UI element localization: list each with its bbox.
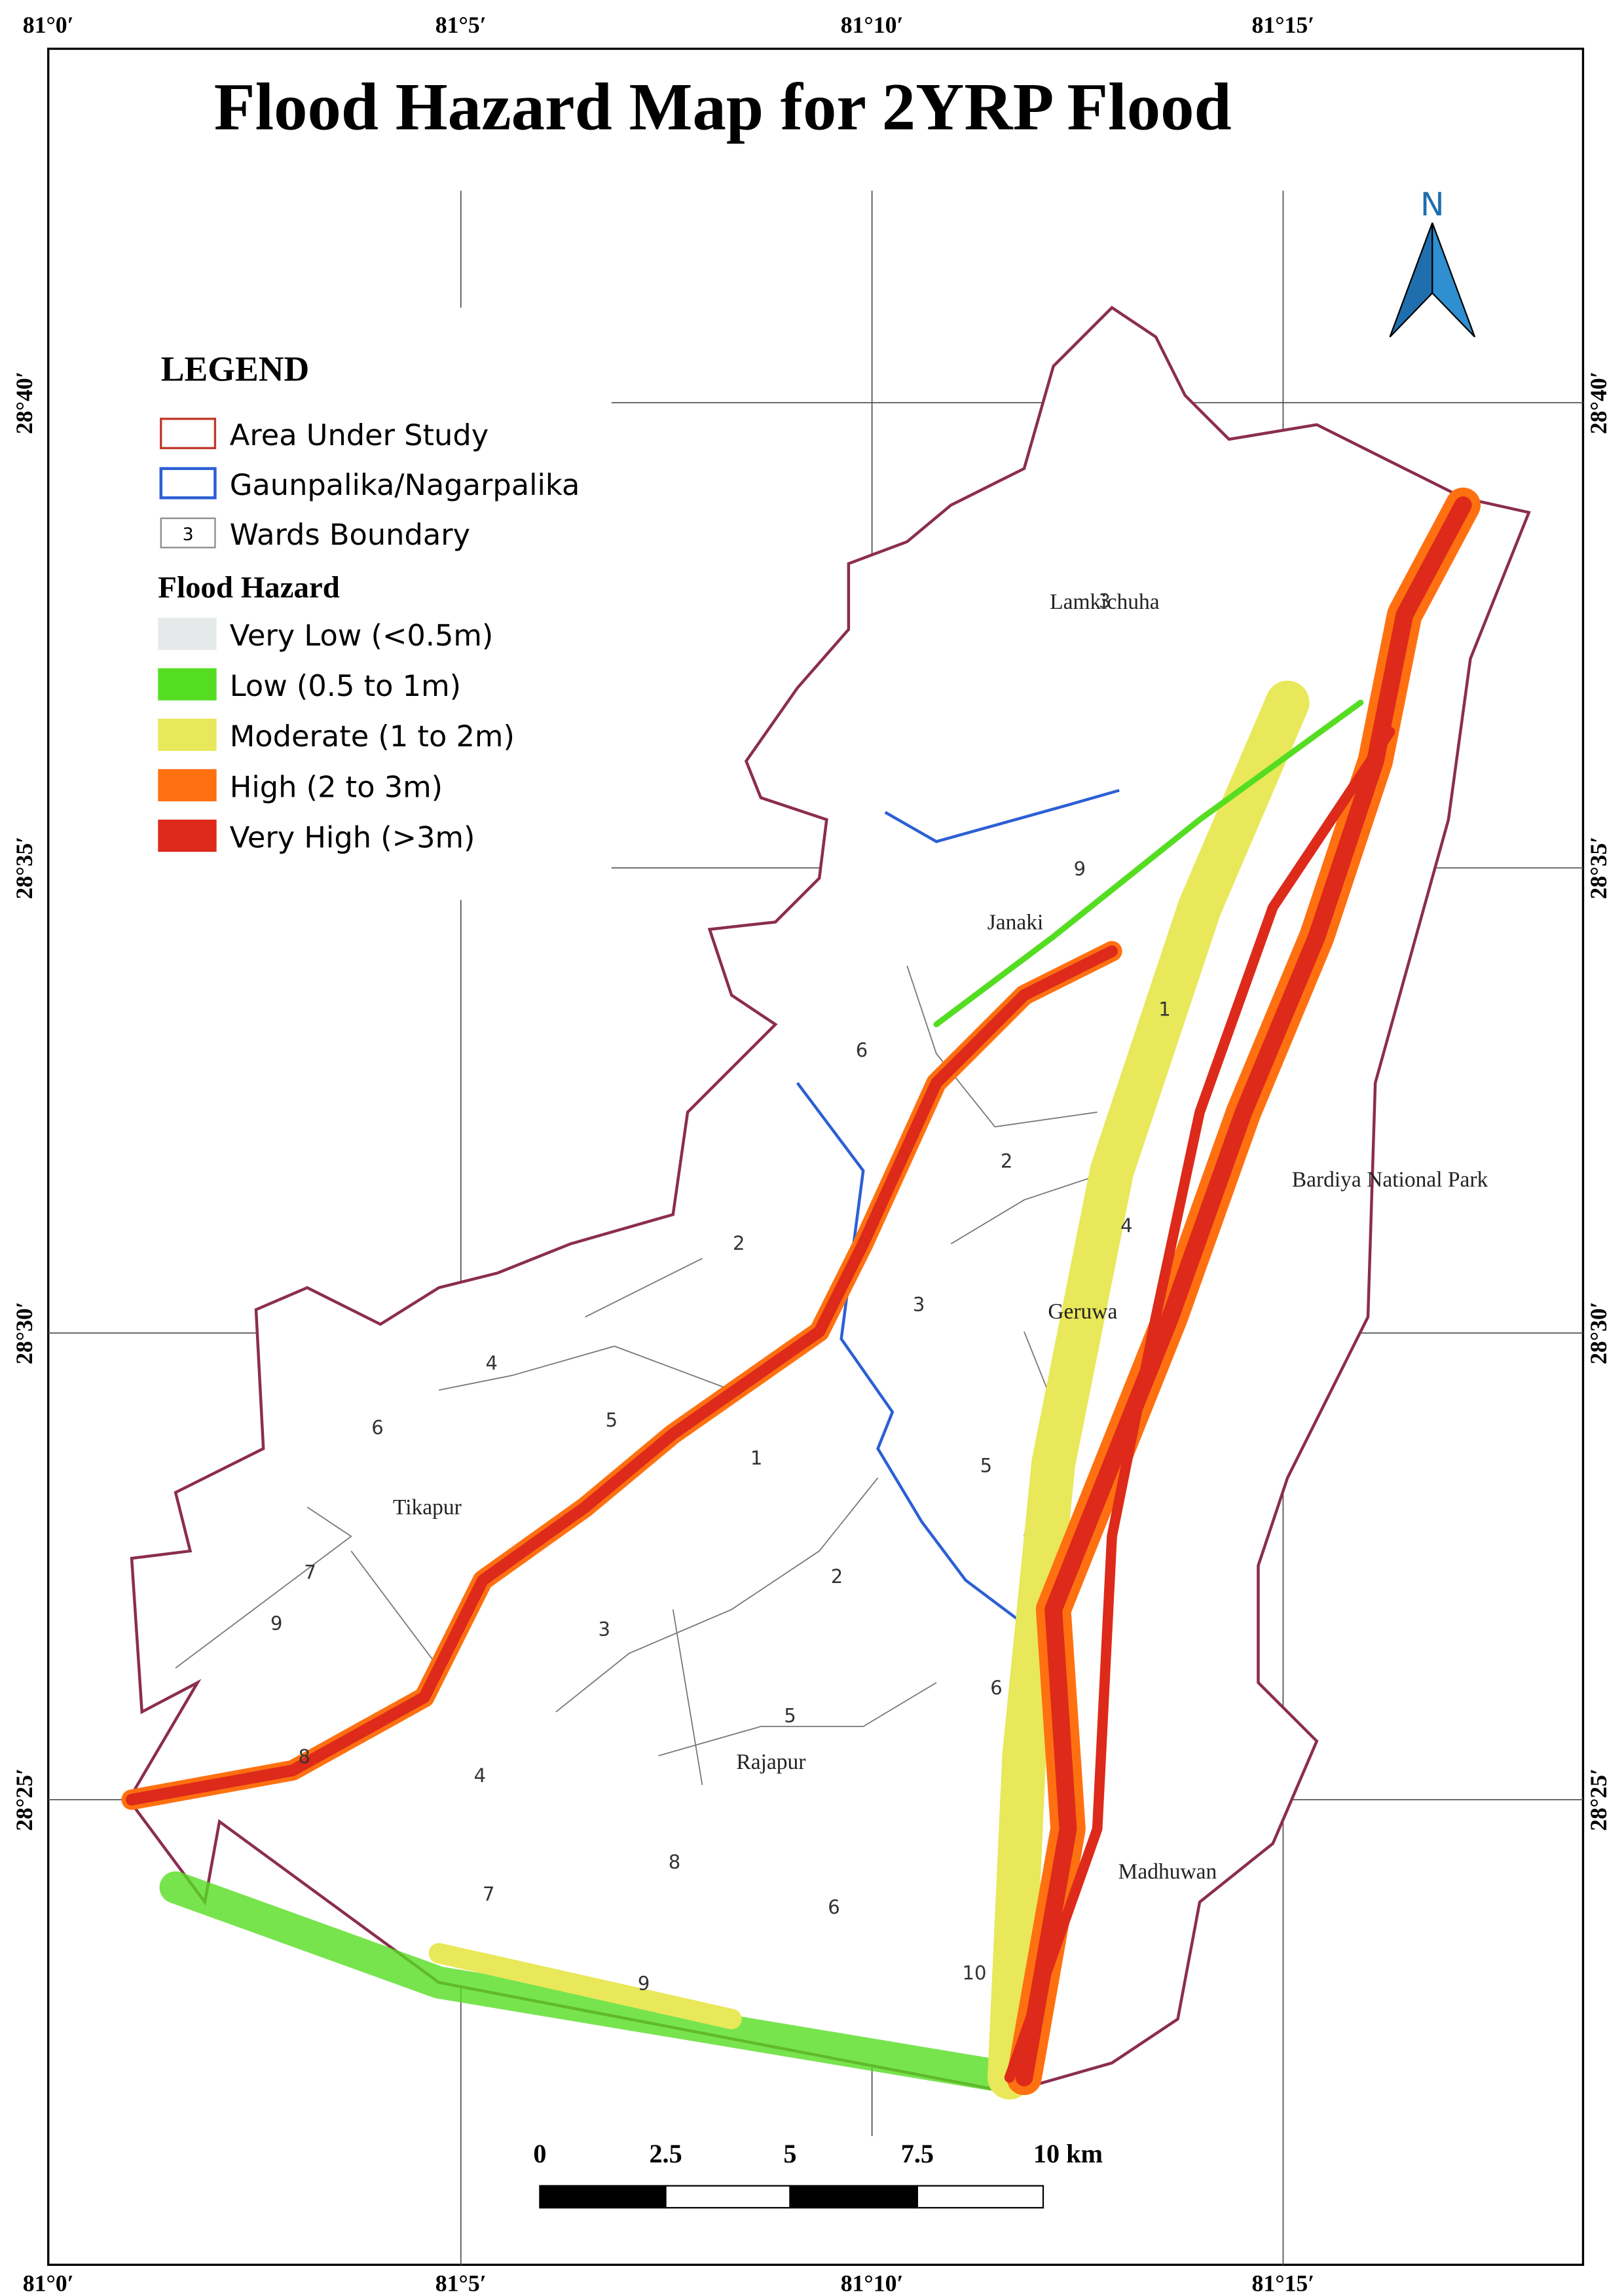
graticule-label: 81°10′: [841, 2270, 904, 2296]
place-labels: Lamkichuha Janaki Bardiya National Park …: [393, 590, 1488, 1884]
graticule-label: 28°35′: [11, 837, 37, 900]
ward-label: 3: [913, 1294, 925, 1316]
ward-label: 10: [963, 1962, 987, 1984]
north-label: N: [1420, 185, 1445, 223]
ward-label: 9: [1074, 858, 1086, 880]
ward-label: 3: [598, 1618, 610, 1641]
graticule-label: 28°30′: [11, 1302, 37, 1364]
graticule-label: 28°40′: [1585, 371, 1612, 434]
legend-swatch: [158, 819, 217, 852]
ward-label: 7: [304, 1561, 316, 1583]
ward-label: 7: [483, 1883, 494, 1905]
scale-label: 7.5: [901, 2139, 934, 2168]
place-label: Janaki: [987, 910, 1044, 934]
legend-label: Very Low (<0.5m): [230, 619, 494, 653]
ward-label: 2: [1001, 1150, 1012, 1173]
scale-label: 10 km: [1033, 2139, 1103, 2168]
graticule-label: 28°25′: [1585, 1768, 1612, 1831]
scale-label: 0: [533, 2139, 546, 2168]
legend-label: Gaunpalika/Nagarpalika: [230, 468, 580, 502]
legend-swatch: [158, 769, 217, 801]
legend-box: [146, 340, 612, 879]
scale-bar: 0 2.5 5 7.5 10 km: [533, 2139, 1103, 2209]
scale-label: 2.5: [649, 2139, 682, 2168]
ward-label: 4: [474, 1764, 486, 1787]
legend-subtitle: Flood Hazard: [158, 570, 340, 604]
ward-label: 4: [1120, 1214, 1132, 1237]
legend-label: High (2 to 3m): [230, 770, 443, 804]
ward-label: 6: [990, 1677, 1002, 1699]
ward-label: 2: [831, 1565, 843, 1588]
graticule-label: 81°0′: [23, 12, 74, 38]
place-label: Rajapur: [736, 1750, 805, 1774]
ward-labels: 3 9 1 6 2 4 2 3 4 5 6 1 5 7 2 9 3 6 5 8 …: [270, 590, 1171, 1994]
ward-label: 4: [485, 1352, 497, 1374]
ward-label: 6: [371, 1416, 383, 1438]
municipality-boundary: [796, 789, 1120, 1626]
ward-label: 8: [669, 1851, 680, 1873]
legend-swatch: [158, 718, 217, 751]
graticule-label: 81°15′: [1252, 2270, 1315, 2296]
place-label: Tikapur: [393, 1495, 462, 1520]
legend-label: Moderate (1 to 2m): [230, 720, 515, 754]
ward-label: 5: [784, 1704, 796, 1726]
place-label: Bardiya National Park: [1292, 1168, 1488, 1192]
flood-hazard: [121, 487, 1481, 2100]
ward-label: 6: [828, 1896, 840, 1918]
legend-label: Wards Boundary: [230, 518, 470, 552]
graticule-label: 28°40′: [11, 371, 37, 434]
legend-label: Low (0.5 to 1m): [230, 669, 461, 703]
legend-swatch: [158, 617, 217, 650]
graticule-label: 81°5′: [435, 12, 487, 38]
study-area: [126, 306, 1531, 2094]
ward-label: 6: [856, 1039, 868, 1061]
legend: LEGEND Area Under Study Gaunpalika/Nagar…: [146, 340, 612, 879]
graticule-label: 28°30′: [1585, 1302, 1612, 1364]
graticule-label: 81°5′: [435, 2270, 487, 2296]
place-label: Madhuwan: [1118, 1860, 1217, 1884]
place-label: Geruwa: [1048, 1300, 1117, 1324]
ward-label: 2: [733, 1232, 745, 1254]
legend-label: Very High (>3m): [230, 820, 475, 854]
legend-swatch: [158, 668, 217, 701]
scale-label: 5: [783, 2139, 796, 2168]
graticule-label: 81°15′: [1252, 12, 1315, 38]
ward-label: 5: [980, 1454, 992, 1476]
graticule-label: 81°10′: [841, 12, 904, 38]
graticule-label: 81°0′: [23, 2270, 74, 2296]
legend-label: Area Under Study: [230, 418, 489, 452]
legend-title: LEGEND: [161, 350, 309, 389]
north-arrow: N: [1389, 185, 1476, 338]
ward-label: 9: [638, 1972, 650, 1994]
graticule-label: 28°35′: [1585, 837, 1612, 900]
legend-symbol: 3: [183, 524, 194, 545]
ward-label: 1: [750, 1447, 762, 1469]
ward-label: 1: [1158, 998, 1170, 1020]
graticule-label: 28°25′: [11, 1768, 37, 1831]
place-label: Lamkichuha: [1050, 590, 1160, 614]
ward-label: 5: [606, 1409, 618, 1431]
map-title: Flood Hazard Map for 2YRP Flood: [214, 69, 1232, 144]
ward-label: 9: [270, 1613, 282, 1635]
ward-label: 3: [1099, 590, 1111, 612]
ward-label: 8: [298, 1745, 310, 1768]
